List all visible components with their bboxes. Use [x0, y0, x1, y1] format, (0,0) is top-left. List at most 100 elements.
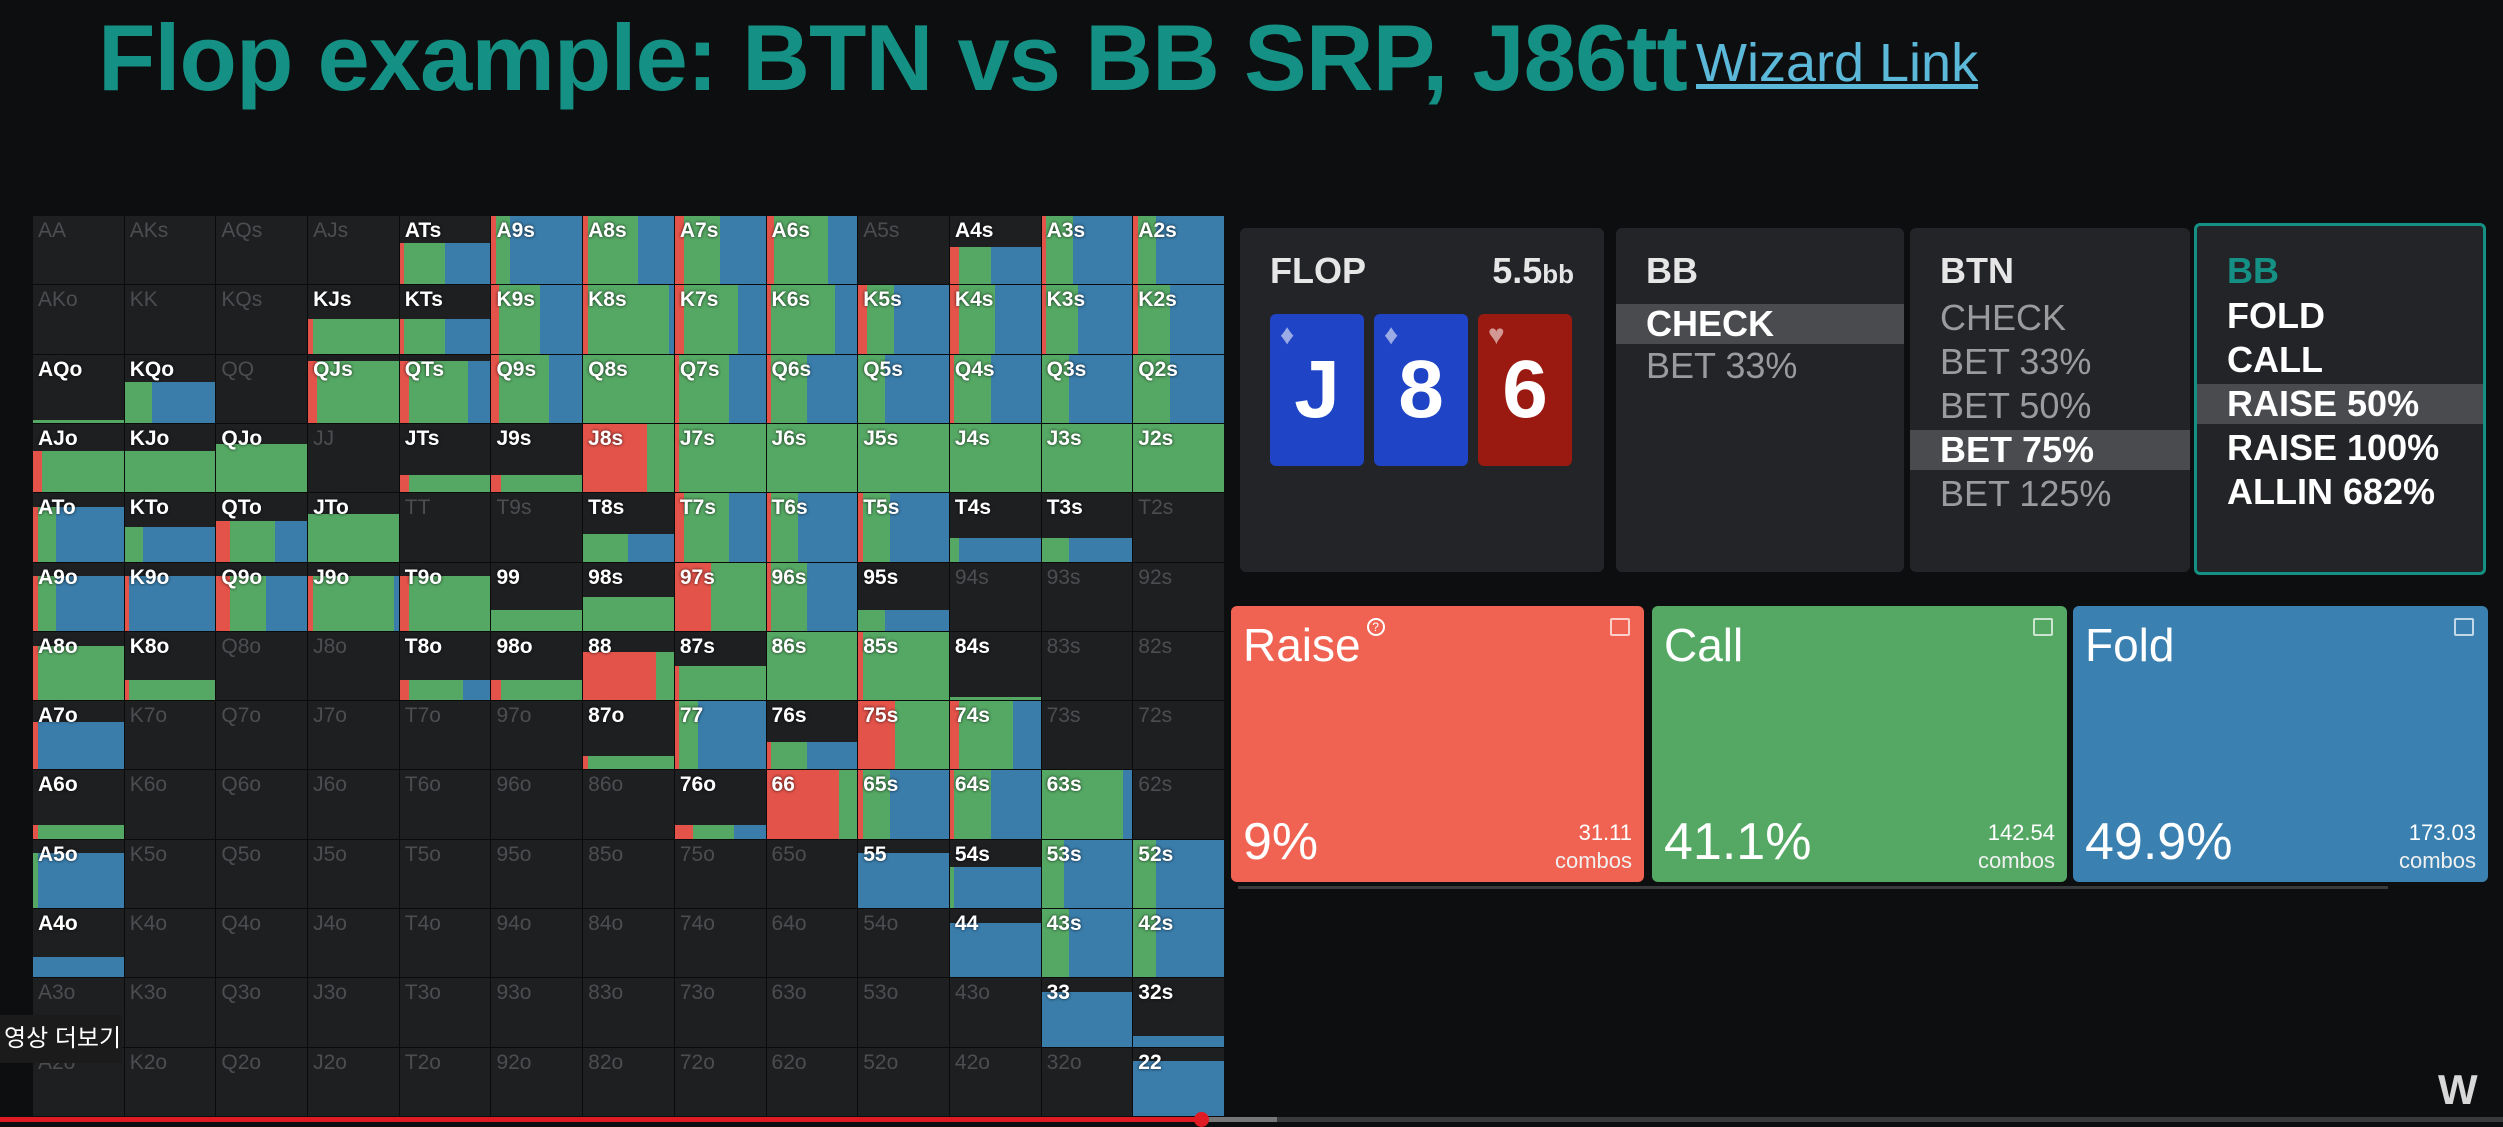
note-icon[interactable] — [2033, 618, 2053, 636]
hand-cell[interactable]: 62o — [766, 1047, 858, 1116]
hand-cell[interactable]: KTs — [399, 285, 491, 354]
hand-cell[interactable]: 55 — [858, 839, 949, 909]
hand-cell[interactable]: Q9s — [491, 354, 583, 423]
hand-cell[interactable]: Q6s — [766, 354, 858, 423]
note-icon[interactable] — [1610, 618, 1630, 636]
hand-cell[interactable]: J3s — [1041, 423, 1133, 493]
btn-action-panel[interactable]: BTN CHECK BET 33% BET 50% BET 75% BET 12… — [1910, 228, 2190, 572]
hand-cell[interactable]: T4s — [949, 493, 1041, 562]
hand-cell[interactable]: T8s — [583, 493, 674, 562]
hand-cell[interactable]: KK — [124, 285, 216, 354]
hand-cell[interactable]: A4s — [949, 216, 1041, 285]
hand-cell[interactable]: K5o — [124, 839, 216, 909]
hand-cell[interactable]: 76o — [674, 770, 766, 839]
hand-cell[interactable]: AKs — [124, 216, 216, 285]
hand-cell[interactable]: K3o — [124, 978, 216, 1047]
hand-cell[interactable]: 87s — [674, 631, 766, 701]
call-summary[interactable]: Call 41.1% 142.54 combos — [1652, 606, 2067, 882]
hand-cell[interactable]: A7o — [33, 701, 124, 770]
hand-cell[interactable]: 96s — [766, 562, 858, 631]
hand-cell[interactable]: JJ — [308, 423, 399, 493]
bb-response-panel[interactable]: BB FOLD CALL RAISE 50% RAISE 100% ALLIN … — [2194, 223, 2486, 575]
hand-cell[interactable]: K6o — [124, 770, 216, 839]
hand-cell[interactable]: T6o — [399, 770, 491, 839]
hand-cell[interactable]: Q2o — [216, 1047, 308, 1116]
hand-cell[interactable]: K3s — [1041, 285, 1133, 354]
hand-cell[interactable]: 98s — [583, 562, 674, 631]
hand-cell[interactable]: 88 — [583, 631, 674, 701]
hand-cell[interactable]: 92s — [1133, 562, 1224, 631]
hand-cell[interactable]: T3s — [1041, 493, 1133, 562]
hand-cell[interactable]: K4s — [949, 285, 1041, 354]
hand-cell[interactable]: T9o — [399, 562, 491, 631]
hand-cell[interactable]: 43s — [1041, 909, 1133, 978]
hand-cell[interactable]: 53s — [1041, 839, 1133, 909]
hand-cell[interactable]: Q4s — [949, 354, 1041, 423]
option-allin-682[interactable]: ALLIN 682% — [2227, 471, 2436, 512]
hand-cell[interactable]: 74s — [949, 701, 1041, 770]
hand-cell[interactable]: KJs — [308, 285, 399, 354]
hand-cell[interactable]: J2o — [308, 1047, 399, 1116]
hand-cell[interactable]: 83o — [583, 978, 674, 1047]
hand-cell[interactable]: 82o — [583, 1047, 674, 1116]
hand-cell[interactable]: KTo — [124, 493, 216, 562]
hand-cell[interactable]: A5o — [33, 839, 124, 909]
hand-cell[interactable]: Q6o — [216, 770, 308, 839]
hand-cell[interactable]: T3o — [399, 978, 491, 1047]
hand-cell[interactable]: T7o — [399, 701, 491, 770]
hand-cell[interactable]: 54o — [858, 909, 949, 978]
hand-cell[interactable]: 84s — [949, 631, 1041, 701]
hand-cell[interactable]: 74o — [674, 909, 766, 978]
hand-cell[interactable]: T5s — [858, 493, 949, 562]
hand-cell[interactable]: 84o — [583, 909, 674, 978]
hand-cell[interactable]: J9s — [491, 423, 583, 493]
hand-cell[interactable]: A7s — [674, 216, 766, 285]
hand-cell[interactable]: QQ — [216, 354, 308, 423]
hand-cell[interactable]: 87o — [583, 701, 674, 770]
raise-summary[interactable]: Raise? 9% 31.11 combos — [1231, 606, 1644, 882]
hand-cell[interactable]: ATs — [399, 216, 491, 285]
option-check[interactable]: CHECK — [1940, 297, 2067, 338]
hand-cell[interactable]: A4o — [33, 909, 124, 978]
hand-cell[interactable]: 75s — [858, 701, 949, 770]
hand-cell[interactable]: 86s — [766, 631, 858, 701]
hand-cell[interactable]: A8s — [583, 216, 674, 285]
hand-cell[interactable]: QTo — [216, 493, 308, 562]
hand-cell[interactable]: 77 — [674, 701, 766, 770]
hand-cell[interactable]: 72s — [1133, 701, 1224, 770]
hand-cell[interactable]: Q8s — [583, 354, 674, 423]
hand-cell[interactable]: 64s — [949, 770, 1041, 839]
hand-cell[interactable]: 44 — [949, 909, 1041, 978]
hand-cell[interactable]: 73s — [1041, 701, 1133, 770]
hand-cell[interactable]: J8o — [308, 631, 399, 701]
option-call[interactable]: CALL — [2227, 339, 2323, 380]
hand-cell[interactable]: T8o — [399, 631, 491, 701]
hand-cell[interactable]: 63o — [766, 978, 858, 1047]
hand-cell[interactable]: 96o — [491, 770, 583, 839]
hand-cell[interactable]: 97s — [674, 562, 766, 631]
hand-cell[interactable]: 32s — [1133, 978, 1224, 1047]
hand-cell[interactable]: 33 — [1041, 978, 1133, 1047]
hand-cell[interactable]: J6s — [766, 423, 858, 493]
bb-action-panel[interactable]: BB CHECK BET 33% — [1616, 228, 1904, 572]
hand-cell[interactable]: K2s — [1133, 285, 1224, 354]
hand-cell[interactable]: KJo — [124, 423, 216, 493]
more-videos-button[interactable]: 영상 더보기 — [0, 1015, 122, 1063]
option-bet-33[interactable]: BET 33% — [1940, 341, 2092, 382]
hand-cell[interactable]: T2o — [399, 1047, 491, 1116]
hand-cell[interactable]: Q3o — [216, 978, 308, 1047]
option-raise-50[interactable]: RAISE 50% — [2197, 384, 2483, 424]
hand-cell[interactable]: J5o — [308, 839, 399, 909]
hand-cell[interactable]: A2s — [1133, 216, 1224, 285]
hand-cell[interactable]: K2o — [124, 1047, 216, 1116]
hand-cell[interactable]: Q7s — [674, 354, 766, 423]
option-check[interactable]: CHECK — [1616, 304, 1904, 344]
hand-cell[interactable]: 86o — [583, 770, 674, 839]
hand-cell[interactable]: A6o — [33, 770, 124, 839]
hand-cell[interactable]: Q3s — [1041, 354, 1133, 423]
hand-cell[interactable]: J3o — [308, 978, 399, 1047]
hand-cell[interactable]: K5s — [858, 285, 949, 354]
hand-cell[interactable]: A9o — [33, 562, 124, 631]
option-fold[interactable]: FOLD — [2227, 295, 2325, 336]
hand-cell[interactable]: Q9o — [216, 562, 308, 631]
